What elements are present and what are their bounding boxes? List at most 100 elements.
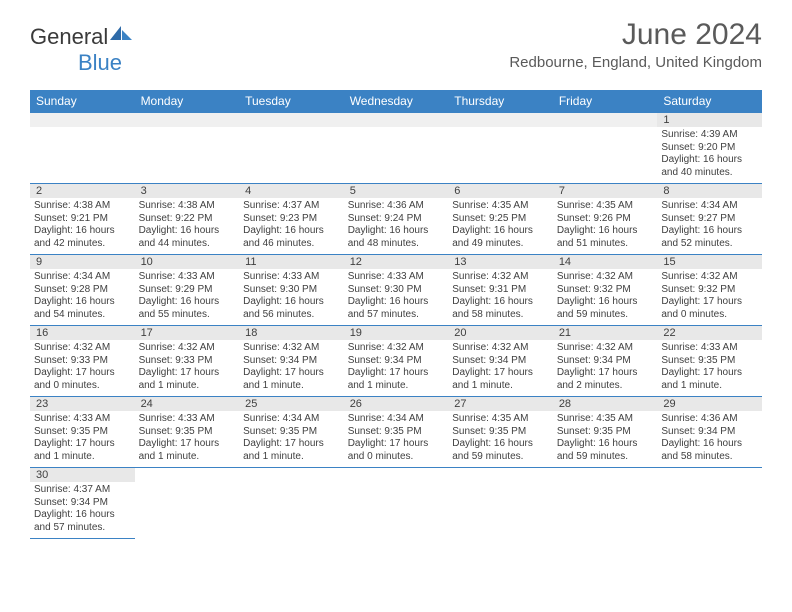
weekday-header-thursday: Thursday <box>448 90 553 113</box>
sunrise-line: Sunrise: 4:36 AM <box>348 200 445 213</box>
location-text: Redbourne, England, United Kingdom <box>509 54 762 71</box>
sunrise-line: Sunrise: 4:35 AM <box>452 200 549 213</box>
logo: General Blue <box>30 24 134 76</box>
daylight-line2: and 59 minutes. <box>557 309 654 322</box>
day-cell: Sunrise: 4:34 AMSunset: 9:35 PMDaylight:… <box>344 411 449 468</box>
daylight-line: Daylight: 16 hours <box>557 296 654 309</box>
day-number-cell: 22 <box>657 326 762 341</box>
day-cell <box>553 127 658 184</box>
daylight-line: Daylight: 16 hours <box>452 225 549 238</box>
sunrise-line: Sunrise: 4:32 AM <box>348 342 445 355</box>
sunset-line: Sunset: 9:34 PM <box>348 355 445 368</box>
logo-text: General Blue <box>30 24 134 76</box>
daylight-line2: and 0 minutes. <box>661 309 758 322</box>
weekday-header-wednesday: Wednesday <box>344 90 449 113</box>
daylight-line2: and 56 minutes. <box>243 309 340 322</box>
sunrise-line: Sunrise: 4:37 AM <box>243 200 340 213</box>
daylight-line2: and 1 minute. <box>243 451 340 464</box>
sunset-line: Sunset: 9:35 PM <box>557 426 654 439</box>
sunrise-line: Sunrise: 4:32 AM <box>243 342 340 355</box>
sunset-line: Sunset: 9:33 PM <box>34 355 131 368</box>
day-cell <box>448 127 553 184</box>
daylight-line: Daylight: 16 hours <box>348 225 445 238</box>
day-number-cell: 11 <box>239 255 344 270</box>
daylight-line: Daylight: 16 hours <box>661 225 758 238</box>
daylight-line2: and 58 minutes. <box>452 309 549 322</box>
day-number-cell: 27 <box>448 397 553 412</box>
day-cell: Sunrise: 4:35 AMSunset: 9:25 PMDaylight:… <box>448 198 553 255</box>
sunrise-line: Sunrise: 4:32 AM <box>557 271 654 284</box>
daylight-line2: and 55 minutes. <box>139 309 236 322</box>
day-cell: Sunrise: 4:32 AMSunset: 9:34 PMDaylight:… <box>553 340 658 397</box>
sunset-line: Sunset: 9:34 PM <box>557 355 654 368</box>
daylight-line: Daylight: 17 hours <box>661 296 758 309</box>
daylight-line2: and 58 minutes. <box>661 451 758 464</box>
calendar-weekday-header: SundayMondayTuesdayWednesdayThursdayFrid… <box>30 90 762 113</box>
day-cell: Sunrise: 4:32 AMSunset: 9:33 PMDaylight:… <box>30 340 135 397</box>
day-number-cell: 5 <box>344 184 449 199</box>
day-number-cell <box>135 468 240 483</box>
sunset-line: Sunset: 9:28 PM <box>34 284 131 297</box>
sunset-line: Sunset: 9:35 PM <box>34 426 131 439</box>
daylight-line: Daylight: 17 hours <box>243 367 340 380</box>
daylight-line2: and 59 minutes. <box>452 451 549 464</box>
daylight-line2: and 57 minutes. <box>348 309 445 322</box>
day-number-cell: 17 <box>135 326 240 341</box>
day-cell <box>657 482 762 539</box>
day-number-cell <box>239 468 344 483</box>
sunset-line: Sunset: 9:33 PM <box>139 355 236 368</box>
daylight-line2: and 54 minutes. <box>34 309 131 322</box>
daylight-line: Daylight: 17 hours <box>243 438 340 451</box>
day-cell: Sunrise: 4:32 AMSunset: 9:31 PMDaylight:… <box>448 269 553 326</box>
day-cell: Sunrise: 4:32 AMSunset: 9:33 PMDaylight:… <box>135 340 240 397</box>
day-cell: Sunrise: 4:38 AMSunset: 9:21 PMDaylight:… <box>30 198 135 255</box>
day-number-cell <box>344 113 449 128</box>
daylight-line: Daylight: 16 hours <box>34 225 131 238</box>
daylight-line2: and 1 minute. <box>139 380 236 393</box>
day-number-cell <box>239 113 344 128</box>
sunset-line: Sunset: 9:32 PM <box>557 284 654 297</box>
sunrise-line: Sunrise: 4:33 AM <box>661 342 758 355</box>
day-cell: Sunrise: 4:33 AMSunset: 9:35 PMDaylight:… <box>135 411 240 468</box>
calendar-table: SundayMondayTuesdayWednesdayThursdayFrid… <box>30 90 762 539</box>
sunset-line: Sunset: 9:29 PM <box>139 284 236 297</box>
sunrise-line: Sunrise: 4:32 AM <box>452 342 549 355</box>
day-number-cell <box>448 113 553 128</box>
daylight-line: Daylight: 17 hours <box>557 367 654 380</box>
day-cell: Sunrise: 4:36 AMSunset: 9:34 PMDaylight:… <box>657 411 762 468</box>
sunset-line: Sunset: 9:31 PM <box>452 284 549 297</box>
daylight-line: Daylight: 16 hours <box>452 438 549 451</box>
sunset-line: Sunset: 9:22 PM <box>139 213 236 226</box>
sunset-line: Sunset: 9:27 PM <box>661 213 758 226</box>
sunrise-line: Sunrise: 4:32 AM <box>139 342 236 355</box>
day-number-cell: 7 <box>553 184 658 199</box>
day-number-cell: 9 <box>30 255 135 270</box>
day-cell <box>135 482 240 539</box>
sunrise-line: Sunrise: 4:32 AM <box>452 271 549 284</box>
daylight-line: Daylight: 17 hours <box>348 367 445 380</box>
day-cell: Sunrise: 4:36 AMSunset: 9:24 PMDaylight:… <box>344 198 449 255</box>
daylight-line2: and 1 minute. <box>34 451 131 464</box>
day-number-cell <box>344 468 449 483</box>
day-number-cell: 8 <box>657 184 762 199</box>
sunrise-line: Sunrise: 4:38 AM <box>34 200 131 213</box>
sunrise-line: Sunrise: 4:35 AM <box>452 413 549 426</box>
sunset-line: Sunset: 9:35 PM <box>139 426 236 439</box>
sunset-line: Sunset: 9:25 PM <box>452 213 549 226</box>
sunrise-line: Sunrise: 4:33 AM <box>243 271 340 284</box>
daylight-line: Daylight: 16 hours <box>452 296 549 309</box>
daylight-line2: and 0 minutes. <box>34 380 131 393</box>
sunrise-line: Sunrise: 4:34 AM <box>34 271 131 284</box>
weekday-header-monday: Monday <box>135 90 240 113</box>
day-number-cell: 2 <box>30 184 135 199</box>
day-cell: Sunrise: 4:38 AMSunset: 9:22 PMDaylight:… <box>135 198 240 255</box>
weekday-header-saturday: Saturday <box>657 90 762 113</box>
daylight-line2: and 1 minute. <box>452 380 549 393</box>
sunrise-line: Sunrise: 4:33 AM <box>34 413 131 426</box>
sail-icon <box>110 24 134 50</box>
daylight-line: Daylight: 17 hours <box>139 438 236 451</box>
sunrise-line: Sunrise: 4:33 AM <box>139 271 236 284</box>
day-number-cell <box>30 113 135 128</box>
daylight-line: Daylight: 17 hours <box>348 438 445 451</box>
sunset-line: Sunset: 9:35 PM <box>243 426 340 439</box>
